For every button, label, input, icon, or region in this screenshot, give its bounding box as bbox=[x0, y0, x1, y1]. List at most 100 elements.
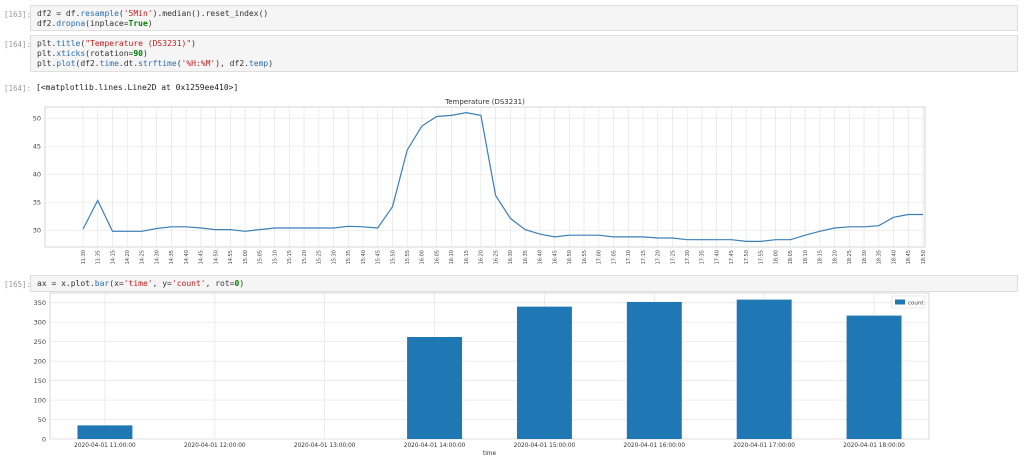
code-line: ax = x.plot.bar(x='time', y='count', rot… bbox=[37, 279, 1011, 289]
bar bbox=[626, 301, 682, 439]
code-token: dropna bbox=[56, 19, 86, 28]
code-token: ax = x.plot. bbox=[37, 279, 95, 288]
code-token: ) bbox=[142, 49, 148, 58]
output-text-164: [<matplotlib.lines.Line2D at 0x1259ee410… bbox=[36, 83, 239, 92]
code-token: (x= bbox=[109, 279, 124, 288]
x-tick-label: 17:00 bbox=[597, 250, 603, 264]
code-token: plt. bbox=[37, 39, 57, 48]
code-token: 90 bbox=[133, 49, 143, 58]
code-token: 0 bbox=[234, 279, 240, 288]
x-tick-label: 17:20 bbox=[656, 250, 662, 264]
x-tick-label: 2020-04-01 14:00:00 bbox=[404, 443, 466, 449]
code-token: (inplace= bbox=[85, 19, 129, 28]
y-tick-label: 300 bbox=[34, 319, 46, 327]
x-tick-label: 15:50 bbox=[390, 250, 396, 264]
y-tick-label: 250 bbox=[34, 338, 46, 346]
output-prompt-164: [164]: bbox=[4, 84, 32, 93]
code-token: resample bbox=[80, 9, 119, 18]
code-token: strftime bbox=[138, 59, 177, 68]
y-tick-label: 50 bbox=[33, 115, 41, 123]
x-tick-label: 17:05 bbox=[611, 250, 617, 264]
y-tick-label: 30 bbox=[33, 227, 41, 235]
code-token: (df2. bbox=[75, 59, 100, 68]
x-tick-label: 14:35 bbox=[169, 250, 175, 264]
x-tick-label: 15:15 bbox=[287, 250, 293, 264]
code-token: plt. bbox=[37, 49, 57, 58]
x-tick-label: 15:25 bbox=[317, 250, 323, 264]
code-token: plt. bbox=[37, 59, 57, 68]
code-token: ) bbox=[239, 279, 245, 288]
x-tick-label: 14:15 bbox=[110, 250, 116, 264]
x-tick-label: 18:45 bbox=[906, 250, 912, 264]
x-tick-label: 2020-04-01 12:00:00 bbox=[184, 443, 246, 449]
code-token: ) bbox=[268, 59, 274, 68]
x-tick-label: 17:10 bbox=[626, 250, 632, 264]
code-token: 'time' bbox=[123, 279, 153, 288]
plot-area bbox=[44, 106, 926, 248]
x-tick-label: 16:30 bbox=[508, 250, 514, 264]
code-token: ( bbox=[80, 39, 86, 48]
code-token: "Temperature (DS3231)" bbox=[85, 39, 192, 48]
x-tick-label: 16:10 bbox=[449, 250, 455, 264]
x-tick-label: 16:35 bbox=[523, 250, 529, 264]
x-tick-label: 14:25 bbox=[140, 250, 146, 264]
x-axis-label: time bbox=[483, 451, 497, 457]
plot-area bbox=[49, 292, 930, 440]
y-tick-label: 50 bbox=[38, 416, 46, 424]
x-tick-label: 15:45 bbox=[376, 250, 382, 264]
code-token: df2 = df. bbox=[37, 9, 81, 18]
y-tick-label: 0 bbox=[42, 436, 46, 444]
y-tick-label: 200 bbox=[34, 358, 46, 366]
chart-title: Temperature (DS3231) bbox=[444, 98, 525, 106]
x-tick-label: 14:45 bbox=[199, 250, 205, 264]
y-tick-label: 45 bbox=[33, 143, 41, 151]
x-tick-label: 15:55 bbox=[405, 250, 411, 264]
x-tick-label: 16:05 bbox=[434, 250, 440, 264]
x-tick-label: 14:50 bbox=[213, 250, 219, 264]
cell-prompt-165: [165]: bbox=[4, 280, 32, 289]
x-tick-label: 17:55 bbox=[759, 250, 765, 264]
x-tick-label: 16:25 bbox=[493, 250, 499, 264]
cell-prompt-164: [164]: bbox=[4, 40, 32, 49]
x-tick-label: 16:15 bbox=[464, 250, 470, 264]
bar bbox=[77, 425, 133, 439]
code-line: df2 = df.resample('5Min').median().reset… bbox=[37, 9, 1011, 19]
bar bbox=[846, 315, 902, 439]
x-tick-label: 11:35 bbox=[96, 250, 102, 264]
legend-box bbox=[891, 295, 926, 309]
x-tick-label: 15:10 bbox=[272, 250, 278, 264]
code-token: ) bbox=[191, 39, 196, 48]
x-tick-label: 15:40 bbox=[361, 250, 367, 264]
code-token: plot bbox=[56, 59, 76, 68]
bar bbox=[407, 336, 463, 439]
bar bbox=[736, 299, 792, 439]
x-tick-label: 18:15 bbox=[818, 250, 824, 264]
y-tick-label: 100 bbox=[34, 397, 46, 405]
x-tick-label: 14:40 bbox=[184, 250, 190, 264]
code-cell-163[interactable]: df2 = df.resample('5Min').median().reset… bbox=[30, 5, 1018, 31]
code-line: df2.dropna(inplace=True) bbox=[37, 19, 1011, 29]
code-token: .dt. bbox=[118, 59, 139, 68]
x-tick-label: 16:50 bbox=[567, 250, 573, 264]
code-line: plt.xticks(rotation=90) bbox=[37, 49, 1011, 59]
x-tick-label: 16:00 bbox=[420, 250, 426, 264]
code-token: '%H:%M' bbox=[181, 59, 216, 68]
code-token: time bbox=[99, 59, 119, 68]
x-tick-label: 18:40 bbox=[891, 250, 897, 264]
code-token: ( bbox=[176, 59, 182, 68]
x-tick-label: 18:50 bbox=[921, 250, 927, 264]
code-token: df2. bbox=[37, 19, 57, 28]
code-token: temp bbox=[248, 59, 269, 68]
y-tick-label: 350 bbox=[34, 299, 46, 307]
code-cell-164[interactable]: plt.title("Temperature (DS3231)") plt.xti… bbox=[30, 35, 1018, 72]
x-tick-label: 17:35 bbox=[700, 250, 706, 264]
code-cell-165[interactable]: ax = x.plot.bar(x='time', y='count', rot… bbox=[30, 275, 1018, 292]
code-token: , rot= bbox=[205, 279, 235, 288]
code-token: 'count' bbox=[171, 279, 206, 288]
y-tick-label: 40 bbox=[33, 171, 41, 179]
y-tick-label: 35 bbox=[33, 199, 41, 207]
x-tick-label: 14:30 bbox=[154, 250, 160, 264]
x-tick-label: 15:35 bbox=[346, 250, 352, 264]
x-tick-label: 16:40 bbox=[538, 250, 544, 264]
